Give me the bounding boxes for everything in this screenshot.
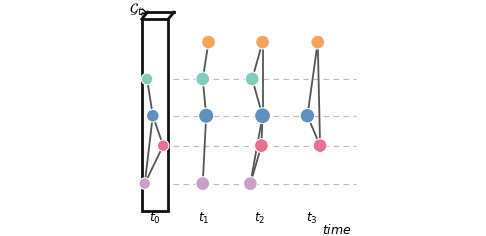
- Circle shape: [141, 73, 153, 85]
- Text: $\mathcal{G}_{t_0}$: $\mathcal{G}_{t_0}$: [129, 2, 147, 20]
- Circle shape: [313, 139, 327, 152]
- Circle shape: [255, 108, 271, 124]
- Circle shape: [139, 178, 151, 189]
- Circle shape: [256, 35, 269, 49]
- Text: $t_0$: $t_0$: [149, 211, 161, 226]
- Text: $t_3$: $t_3$: [306, 211, 318, 226]
- Circle shape: [199, 108, 214, 123]
- Text: $t_1$: $t_1$: [198, 211, 209, 226]
- Circle shape: [196, 72, 209, 86]
- Circle shape: [157, 140, 169, 151]
- Circle shape: [245, 72, 259, 86]
- Circle shape: [146, 110, 159, 122]
- Circle shape: [196, 177, 209, 190]
- Circle shape: [300, 109, 314, 123]
- Circle shape: [202, 35, 215, 49]
- Circle shape: [243, 177, 257, 190]
- Polygon shape: [142, 19, 168, 211]
- Circle shape: [311, 35, 325, 49]
- Text: $t_2$: $t_2$: [255, 211, 266, 226]
- Text: $time$: $time$: [323, 223, 352, 236]
- Circle shape: [255, 139, 268, 152]
